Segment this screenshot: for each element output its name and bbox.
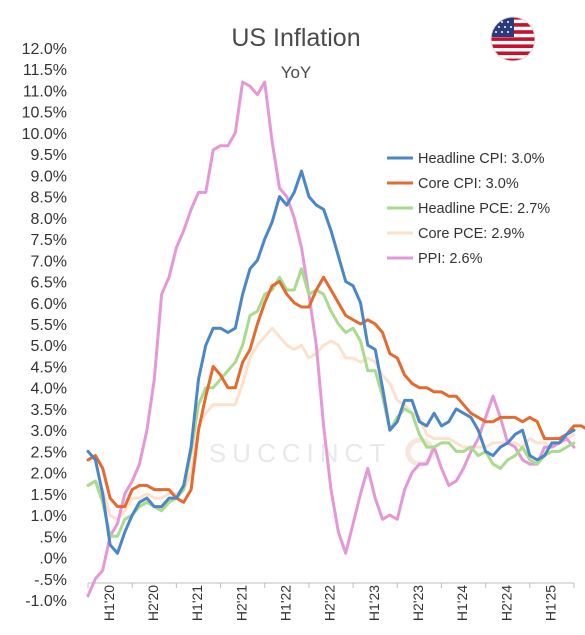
x-tick-label: H1'24	[454, 585, 470, 621]
y-tick-label: 1.0%	[31, 508, 67, 525]
y-tick-label: 5.5%	[31, 317, 67, 334]
series-line-2	[86, 267, 576, 538]
y-tick-label: 9.5%	[31, 147, 67, 164]
y-tick-label: 6.5%	[31, 275, 67, 292]
x-tick-label: H1'21	[189, 585, 205, 621]
series-line-1	[86, 275, 585, 509]
y-tick-label: 10.5%	[22, 105, 67, 122]
legend-label-1: Core CPI: 3.0%	[418, 176, 519, 192]
y-tick-label: -1.0%	[25, 593, 67, 610]
y-tick-label: .0%	[39, 551, 67, 568]
legend: Headline CPI: 3.0% Core CPI: 3.0% Headline…	[387, 151, 550, 267]
x-axis: H1'20 H2'20 H1'21 H2'21 H1'22 H2'22 H1'23 H2'23…	[87, 582, 575, 621]
series-lines	[86, 80, 585, 598]
y-tick-label: 9.0%	[31, 168, 67, 185]
y-tick-label: 3.5%	[31, 402, 67, 419]
legend-label-2: Headline PCE: 2.7%	[418, 201, 550, 217]
watermark: SUCCINCT	[209, 437, 435, 468]
y-tick-label: 4.0%	[31, 381, 67, 398]
y-tick-label: 11.5%	[23, 62, 67, 79]
y-tick-label: 4.5%	[31, 359, 67, 376]
legend-label-3: Core PCE: 2.9%	[418, 226, 524, 242]
x-tick-label: H2'20	[145, 585, 161, 621]
x-tick-label: H2'21	[233, 585, 249, 621]
y-tick-label: 7.5%	[31, 232, 67, 249]
series-line-0	[86, 169, 576, 555]
x-tick-label: H1'20	[101, 585, 117, 621]
y-tick-label: 11.0%	[23, 83, 67, 100]
y-tick-label: 3.0%	[31, 423, 67, 440]
x-tick-label: H1'23	[366, 585, 382, 621]
y-tick-label: 8.0%	[31, 211, 67, 228]
y-tick-label: 5.0%	[31, 338, 67, 355]
x-tick-label: H1'22	[278, 585, 294, 621]
y-tick-label: 1.5%	[31, 487, 67, 504]
x-tick-label: H2'23	[410, 585, 426, 621]
chart-subtitle: YoY	[281, 63, 312, 82]
series-line-4	[86, 80, 576, 598]
watermark-text: SUCCINCT	[209, 438, 391, 468]
y-tick-label: 2.0%	[31, 466, 67, 483]
y-tick-label: 7.0%	[31, 253, 67, 270]
y-tick-label: 8.5%	[31, 190, 67, 207]
y-tick-label: -.5%	[34, 572, 67, 589]
legend-label-0: Headline CPI: 3.0%	[418, 151, 545, 167]
legend-label-4: PPI: 2.6%	[418, 251, 483, 267]
y-tick-label: 6.0%	[31, 296, 67, 313]
y-tick-label: .5%	[39, 529, 67, 546]
series-line-3	[86, 326, 576, 521]
us-flag-icon	[490, 16, 536, 62]
y-tick-label: 10.0%	[22, 126, 67, 143]
x-tick-label: H1'25	[543, 585, 559, 621]
y-tick-label: 12.0%	[22, 41, 67, 58]
chart-title: US Inflation	[231, 24, 360, 52]
x-tick-label: H2'22	[322, 585, 338, 621]
x-tick-label: H2'24	[498, 585, 514, 621]
y-axis: -1.0% -.5% .0% .5% 1.0% 1.5% 2.0% 2.5% 3.0% 3.5% 4…	[22, 41, 67, 610]
y-tick-label: 2.5%	[31, 444, 67, 461]
